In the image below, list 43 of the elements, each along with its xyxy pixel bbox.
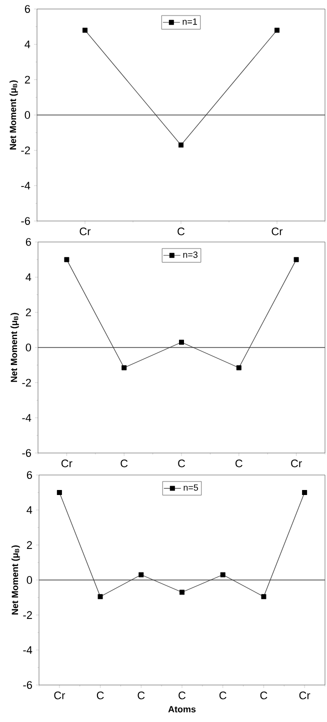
y-tick-label: 4 [24,40,30,48]
y-tick-label: -2 [22,378,31,386]
x-tick-label: Cr [272,228,283,236]
y-tick-label: 0 [24,111,30,119]
y-axis-title: Net Moment (μ$_{B}$) [12,545,20,614]
x-tick-label: C [178,228,185,236]
y-tick-label: -6 [23,681,32,689]
y-tick-label: 0 [26,344,32,352]
y-tick-label: 4 [26,506,32,514]
y-tick-label: -6 [21,217,30,225]
x-tick-label: Cr [291,460,302,468]
y-tick-label: -6 [22,449,31,457]
y-tick-label: 2 [26,308,31,316]
y-axis-title: Net Moment (μ$_{B}$) [10,80,18,150]
x-tick-label: C [178,460,186,468]
x-axis-title: Atoms [168,706,196,712]
x-tick-label: C [219,692,226,700]
y-tick-label: -4 [21,182,30,190]
x-tick-label: Cr [61,460,72,468]
x-tick-label: Cr [299,692,310,700]
x-tick-label: Cr [80,228,91,236]
legend-label: n=1 [182,18,197,25]
y-tick-label: 6 [26,471,32,479]
x-tick-label: C [138,692,145,700]
y-tick-label: 6 [26,238,31,246]
x-tick-label: C [260,692,268,700]
legend-label: n=5 [184,484,198,491]
y-tick-label: 4 [26,273,32,281]
x-tick-label: C [236,460,242,468]
y-tick-label: 2 [26,541,32,549]
y-tick-label: -2 [21,146,30,154]
y-axis-title: Net Moment (μ$_{B}$) [10,312,19,382]
y-tick-label: -4 [22,414,32,422]
y-tick-label: 6 [24,5,30,13]
y-tick-label: 0 [26,576,32,584]
x-tick-label: C [120,460,128,468]
legend-label: n=3 [183,252,198,258]
y-tick-label: 2 [24,76,30,84]
y-tick-label: -4 [23,646,32,654]
x-tick-label: C [178,692,186,700]
x-tick-label: Cr [54,692,66,700]
x-tick-label: C [96,692,104,700]
y-tick-label: -2 [23,611,32,619]
